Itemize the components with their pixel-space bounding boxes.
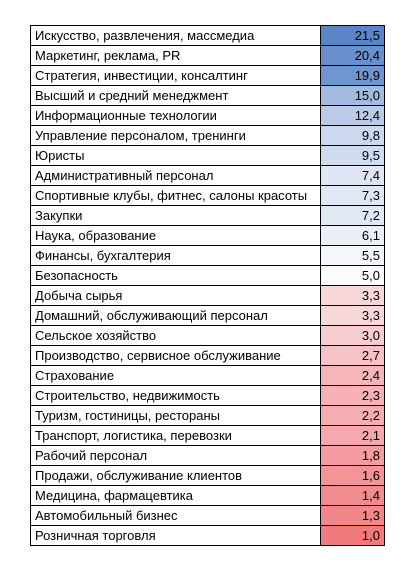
table-row: Административный персонал 7,4 <box>30 165 385 186</box>
value-cell: 3,3 <box>320 305 385 326</box>
value-cell: 7,4 <box>320 165 385 186</box>
category-cell: Продажи, обслуживание клиентов <box>30 465 321 486</box>
table-row: Закупки 7,2 <box>30 205 385 226</box>
table-row: Высший и средний менеджмент 15,0 <box>30 85 385 106</box>
table-row: Продажи, обслуживание клиентов 1,6 <box>30 465 385 486</box>
table-row: Домашний, обслуживающий персонал 3,3 <box>30 305 385 326</box>
value-cell: 3,0 <box>320 325 385 346</box>
category-cell: Искусство, развлечения, массмедиа <box>30 25 321 46</box>
value-cell: 12,4 <box>320 105 385 126</box>
table-row: Управление персоналом, тренинги 9,8 <box>30 125 385 146</box>
table-row: Спортивные клубы, фитнес, салоны красоты… <box>30 185 385 206</box>
category-cell: Высший и средний менеджмент <box>30 85 321 106</box>
category-cell: Строительство, недвижимость <box>30 385 321 406</box>
value-cell: 1,3 <box>320 505 385 526</box>
category-cell: Добыча сырья <box>30 285 321 306</box>
category-cell: Транспорт, логистика, перевозки <box>30 425 321 446</box>
value-cell: 2,7 <box>320 345 385 366</box>
table-row: Сельское хозяйство 3,0 <box>30 325 385 346</box>
table-row: Финансы, бухгалтерия 5,5 <box>30 245 385 266</box>
value-cell: 2,3 <box>320 385 385 406</box>
table-body: Искусство, развлечения, массмедиа 21,5 Мар… <box>30 25 385 546</box>
value-cell: 5,5 <box>320 245 385 266</box>
category-cell: Домашний, обслуживающий персонал <box>30 305 321 326</box>
category-cell: Страхование <box>30 365 321 386</box>
value-cell: 2,1 <box>320 425 385 446</box>
value-cell: 9,5 <box>320 145 385 166</box>
value-cell: 5,0 <box>320 265 385 286</box>
category-cell: Производство, сервисное обслуживание <box>30 345 321 366</box>
table-row: Розничная торговля 1,0 <box>30 525 385 546</box>
table-row: Туризм, гостиницы, рестораны 2,2 <box>30 405 385 426</box>
category-cell: Розничная торговля <box>30 525 321 546</box>
category-cell: Юристы <box>30 145 321 166</box>
value-cell: 19,9 <box>320 65 385 86</box>
category-cell: Рабочий персонал <box>30 445 321 466</box>
value-cell: 6,1 <box>320 225 385 246</box>
category-cell: Административный персонал <box>30 165 321 186</box>
category-cell: Стратегия, инвестиции, консалтинг <box>30 65 321 86</box>
table-row: Рабочий персонал 1,8 <box>30 445 385 466</box>
category-cell: Маркетинг, реклама, PR <box>30 45 321 66</box>
category-cell: Туризм, гостиницы, рестораны <box>30 405 321 426</box>
table-row: Стратегия, инвестиции, консалтинг 19,9 <box>30 65 385 86</box>
category-cell: Сельское хозяйство <box>30 325 321 346</box>
category-cell: Информационные технологии <box>30 105 321 126</box>
table-row: Маркетинг, реклама, PR 20,4 <box>30 45 385 66</box>
table-row: Добыча сырья 3,3 <box>30 285 385 306</box>
category-cell: Автомобильный бизнес <box>30 505 321 526</box>
category-cell: Безопасность <box>30 265 321 286</box>
table-row: Информационные технологии 12,4 <box>30 105 385 126</box>
table-row: Производство, сервисное обслуживание 2,7 <box>30 345 385 366</box>
value-cell: 20,4 <box>320 45 385 66</box>
table-row: Транспорт, логистика, перевозки 2,1 <box>30 425 385 446</box>
table-row: Безопасность 5,0 <box>30 265 385 286</box>
value-cell: 2,2 <box>320 405 385 426</box>
value-cell: 1,8 <box>320 445 385 466</box>
table-row: Строительство, недвижимость 2,3 <box>30 385 385 406</box>
category-cell: Закупки <box>30 205 321 226</box>
category-cell: Наука, образование <box>30 225 321 246</box>
category-cell: Управление персоналом, тренинги <box>30 125 321 146</box>
table-row: Искусство, развлечения, массмедиа 21,5 <box>30 25 385 46</box>
table-row: Медицина, фармацевтика 1,4 <box>30 485 385 506</box>
category-cell: Финансы, бухгалтерия <box>30 245 321 266</box>
value-cell: 1,4 <box>320 485 385 506</box>
data-table: Искусство, развлечения, массмедиа 21,5 Мар… <box>30 25 385 546</box>
table-row: Автомобильный бизнес 1,3 <box>30 505 385 526</box>
value-cell: 1,0 <box>320 525 385 546</box>
value-cell: 15,0 <box>320 85 385 106</box>
category-cell: Медицина, фармацевтика <box>30 485 321 506</box>
value-cell: 9,8 <box>320 125 385 146</box>
value-cell: 2,4 <box>320 365 385 386</box>
table-row: Наука, образование 6,1 <box>30 225 385 246</box>
table-row: Юристы 9,5 <box>30 145 385 166</box>
category-cell: Спортивные клубы, фитнес, салоны красоты <box>30 185 321 206</box>
value-cell: 21,5 <box>320 25 385 46</box>
value-cell: 7,3 <box>320 185 385 206</box>
table-row: Страхование 2,4 <box>30 365 385 386</box>
value-cell: 7,2 <box>320 205 385 226</box>
value-cell: 3,3 <box>320 285 385 306</box>
value-cell: 1,6 <box>320 465 385 486</box>
